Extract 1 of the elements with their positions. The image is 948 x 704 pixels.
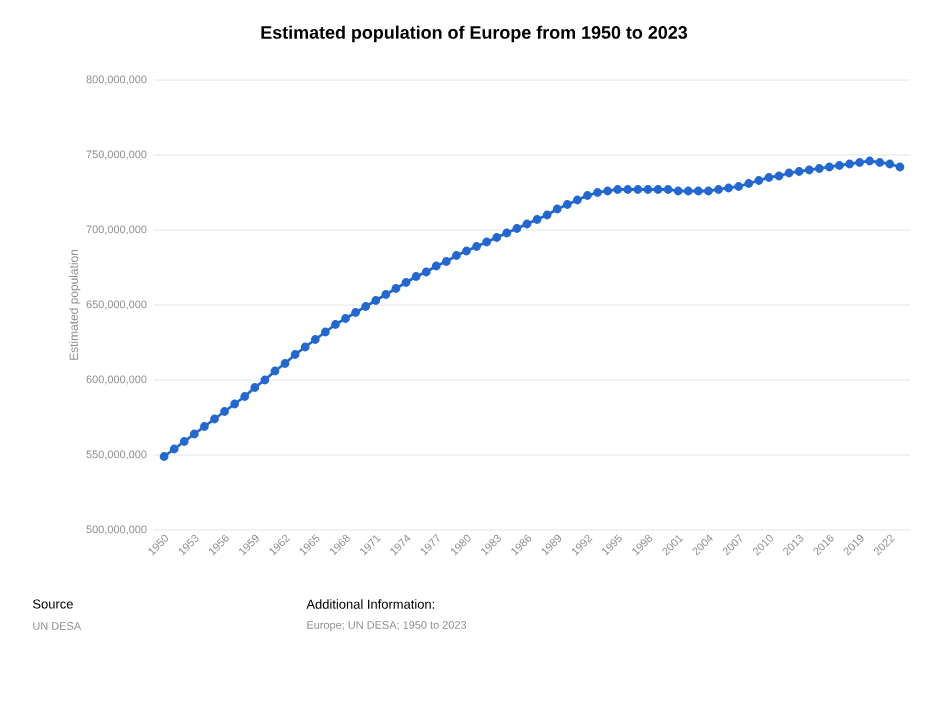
chart-title: Estimated population of Europe from 1950 to 2023 <box>261 25 688 43</box>
